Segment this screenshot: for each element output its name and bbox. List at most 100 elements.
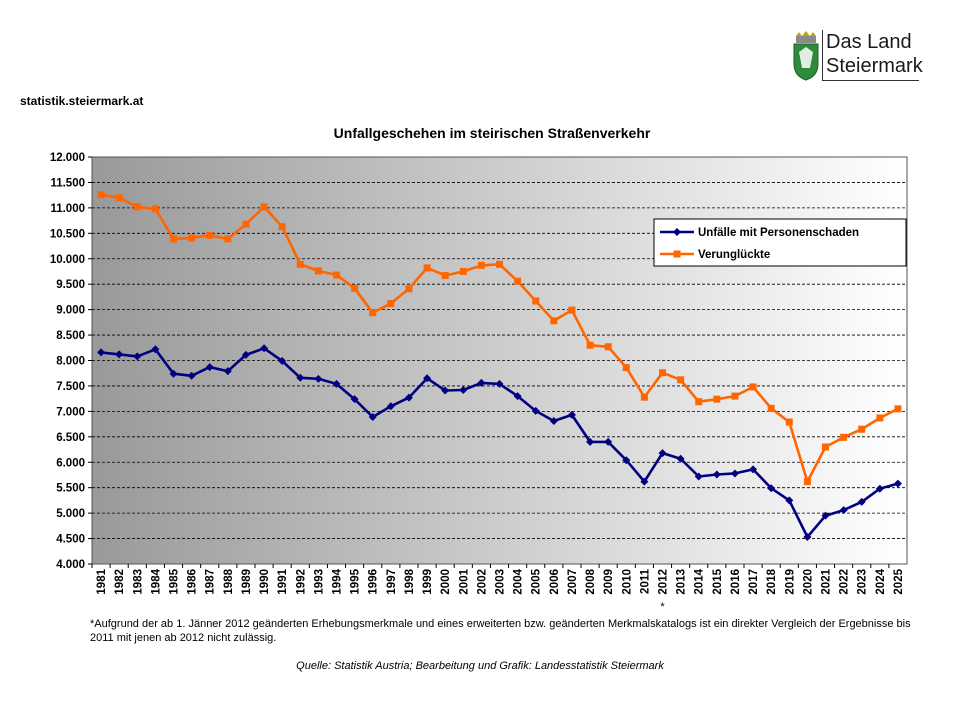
x-tick-label: 2008 — [585, 568, 597, 594]
data-point — [278, 223, 286, 231]
data-point — [296, 260, 304, 268]
data-point — [97, 191, 105, 199]
x-tick-label: 2012 — [658, 569, 670, 595]
data-point — [604, 437, 613, 446]
y-tick-label: 4.500 — [56, 534, 85, 546]
x-tick-label: 2014 — [694, 568, 706, 594]
data-point — [513, 392, 522, 401]
y-tick-label: 10.500 — [50, 228, 85, 240]
x-tick-label: 1984 — [150, 568, 162, 594]
x-tick-label: 1986 — [187, 569, 199, 595]
data-point — [659, 369, 666, 377]
x-tick-label: 1983 — [132, 569, 144, 595]
legend-marker — [673, 228, 681, 236]
data-point — [260, 344, 269, 353]
y-tick-label: 8.000 — [56, 356, 85, 368]
data-point — [821, 511, 830, 520]
x-tick-label: 1995 — [350, 568, 362, 594]
y-tick-label: 6.000 — [56, 457, 85, 469]
x-tick-label: 2022 — [839, 569, 851, 595]
data-point — [803, 478, 811, 486]
data-point — [858, 425, 866, 433]
data-point — [840, 433, 848, 441]
x-tick-label: 2002 — [476, 569, 488, 595]
data-point — [767, 404, 775, 412]
x-tick-label: 2006 — [549, 569, 561, 595]
logo: Das Land Steiermark — [790, 30, 923, 82]
data-point — [170, 235, 177, 243]
data-point — [586, 341, 594, 349]
data-point — [133, 203, 141, 211]
data-point — [640, 393, 648, 401]
x-tick-label: 1996 — [368, 569, 380, 595]
y-tick-label: 7.500 — [56, 381, 85, 393]
data-point — [767, 484, 776, 493]
data-point — [785, 418, 793, 426]
line-chart: Unfallgeschehen im steirischen Straßenve… — [50, 125, 908, 613]
data-point — [459, 267, 467, 275]
x-tick-label: 2004 — [513, 568, 525, 594]
y-tick-label: 8.500 — [56, 330, 85, 342]
data-point — [333, 271, 340, 279]
data-point — [875, 484, 884, 493]
data-point — [857, 497, 866, 506]
data-point — [97, 348, 106, 357]
data-point — [314, 374, 323, 383]
data-point — [206, 231, 214, 239]
data-point — [496, 260, 503, 268]
x-tick-label: 2000 — [440, 569, 452, 595]
data-point — [694, 472, 703, 481]
x-tick-label: 1982 — [114, 569, 126, 595]
y-tick-label: 9.000 — [56, 305, 85, 317]
data-point — [296, 373, 305, 382]
x-tick-label: 1988 — [223, 568, 235, 594]
data-point — [531, 406, 540, 415]
x-tick-label: 1992 — [295, 569, 307, 595]
data-point — [350, 395, 359, 404]
x-tick-label: 2020 — [802, 569, 814, 595]
data-point — [386, 402, 395, 411]
data-point — [640, 477, 649, 486]
data-point — [459, 386, 468, 395]
logo-frame — [822, 30, 919, 81]
data-point — [749, 465, 758, 474]
data-point — [712, 470, 721, 479]
data-point — [423, 374, 432, 383]
data-point — [894, 405, 902, 413]
data-point — [404, 393, 413, 402]
data-point — [876, 414, 884, 422]
x-tick-label: 2017 — [748, 569, 760, 595]
y-tick-label: 7.000 — [56, 406, 85, 418]
footnote: *Aufgrund der ab 1. Jänner 2012 geändert… — [90, 618, 911, 644]
x-tick-label: 2003 — [495, 569, 507, 595]
data-point — [477, 261, 485, 269]
x-tick-label: 2011 — [639, 568, 651, 594]
x-tick-label: 1987 — [205, 569, 217, 595]
data-point — [369, 309, 377, 317]
y-tick-label: 9.500 — [56, 279, 85, 291]
data-point — [187, 371, 196, 380]
data-point — [188, 234, 196, 242]
x-tick-label: 2018 — [766, 568, 778, 594]
x-tick-label: 2010 — [621, 569, 633, 595]
data-point — [586, 437, 595, 446]
x-tick-label: 1990 — [259, 569, 271, 595]
data-point — [695, 398, 703, 406]
data-point — [242, 220, 250, 228]
data-point — [133, 352, 142, 361]
data-point — [622, 364, 630, 372]
data-point — [115, 350, 124, 359]
x-tick-label: 1991 — [277, 568, 289, 594]
data-point — [839, 506, 848, 515]
data-point — [224, 235, 232, 243]
data-point — [893, 479, 902, 488]
data-point — [550, 317, 558, 325]
y-tick-label: 4.000 — [56, 559, 85, 571]
chart-title: Unfallgeschehen im steirischen Straßenve… — [334, 125, 651, 141]
data-point — [332, 379, 341, 388]
logo-line2: Steiermark — [826, 55, 923, 77]
data-point — [676, 454, 685, 463]
x-tick-label: 2016 — [730, 569, 742, 595]
data-point — [549, 417, 558, 426]
break-marker: * — [660, 601, 665, 613]
